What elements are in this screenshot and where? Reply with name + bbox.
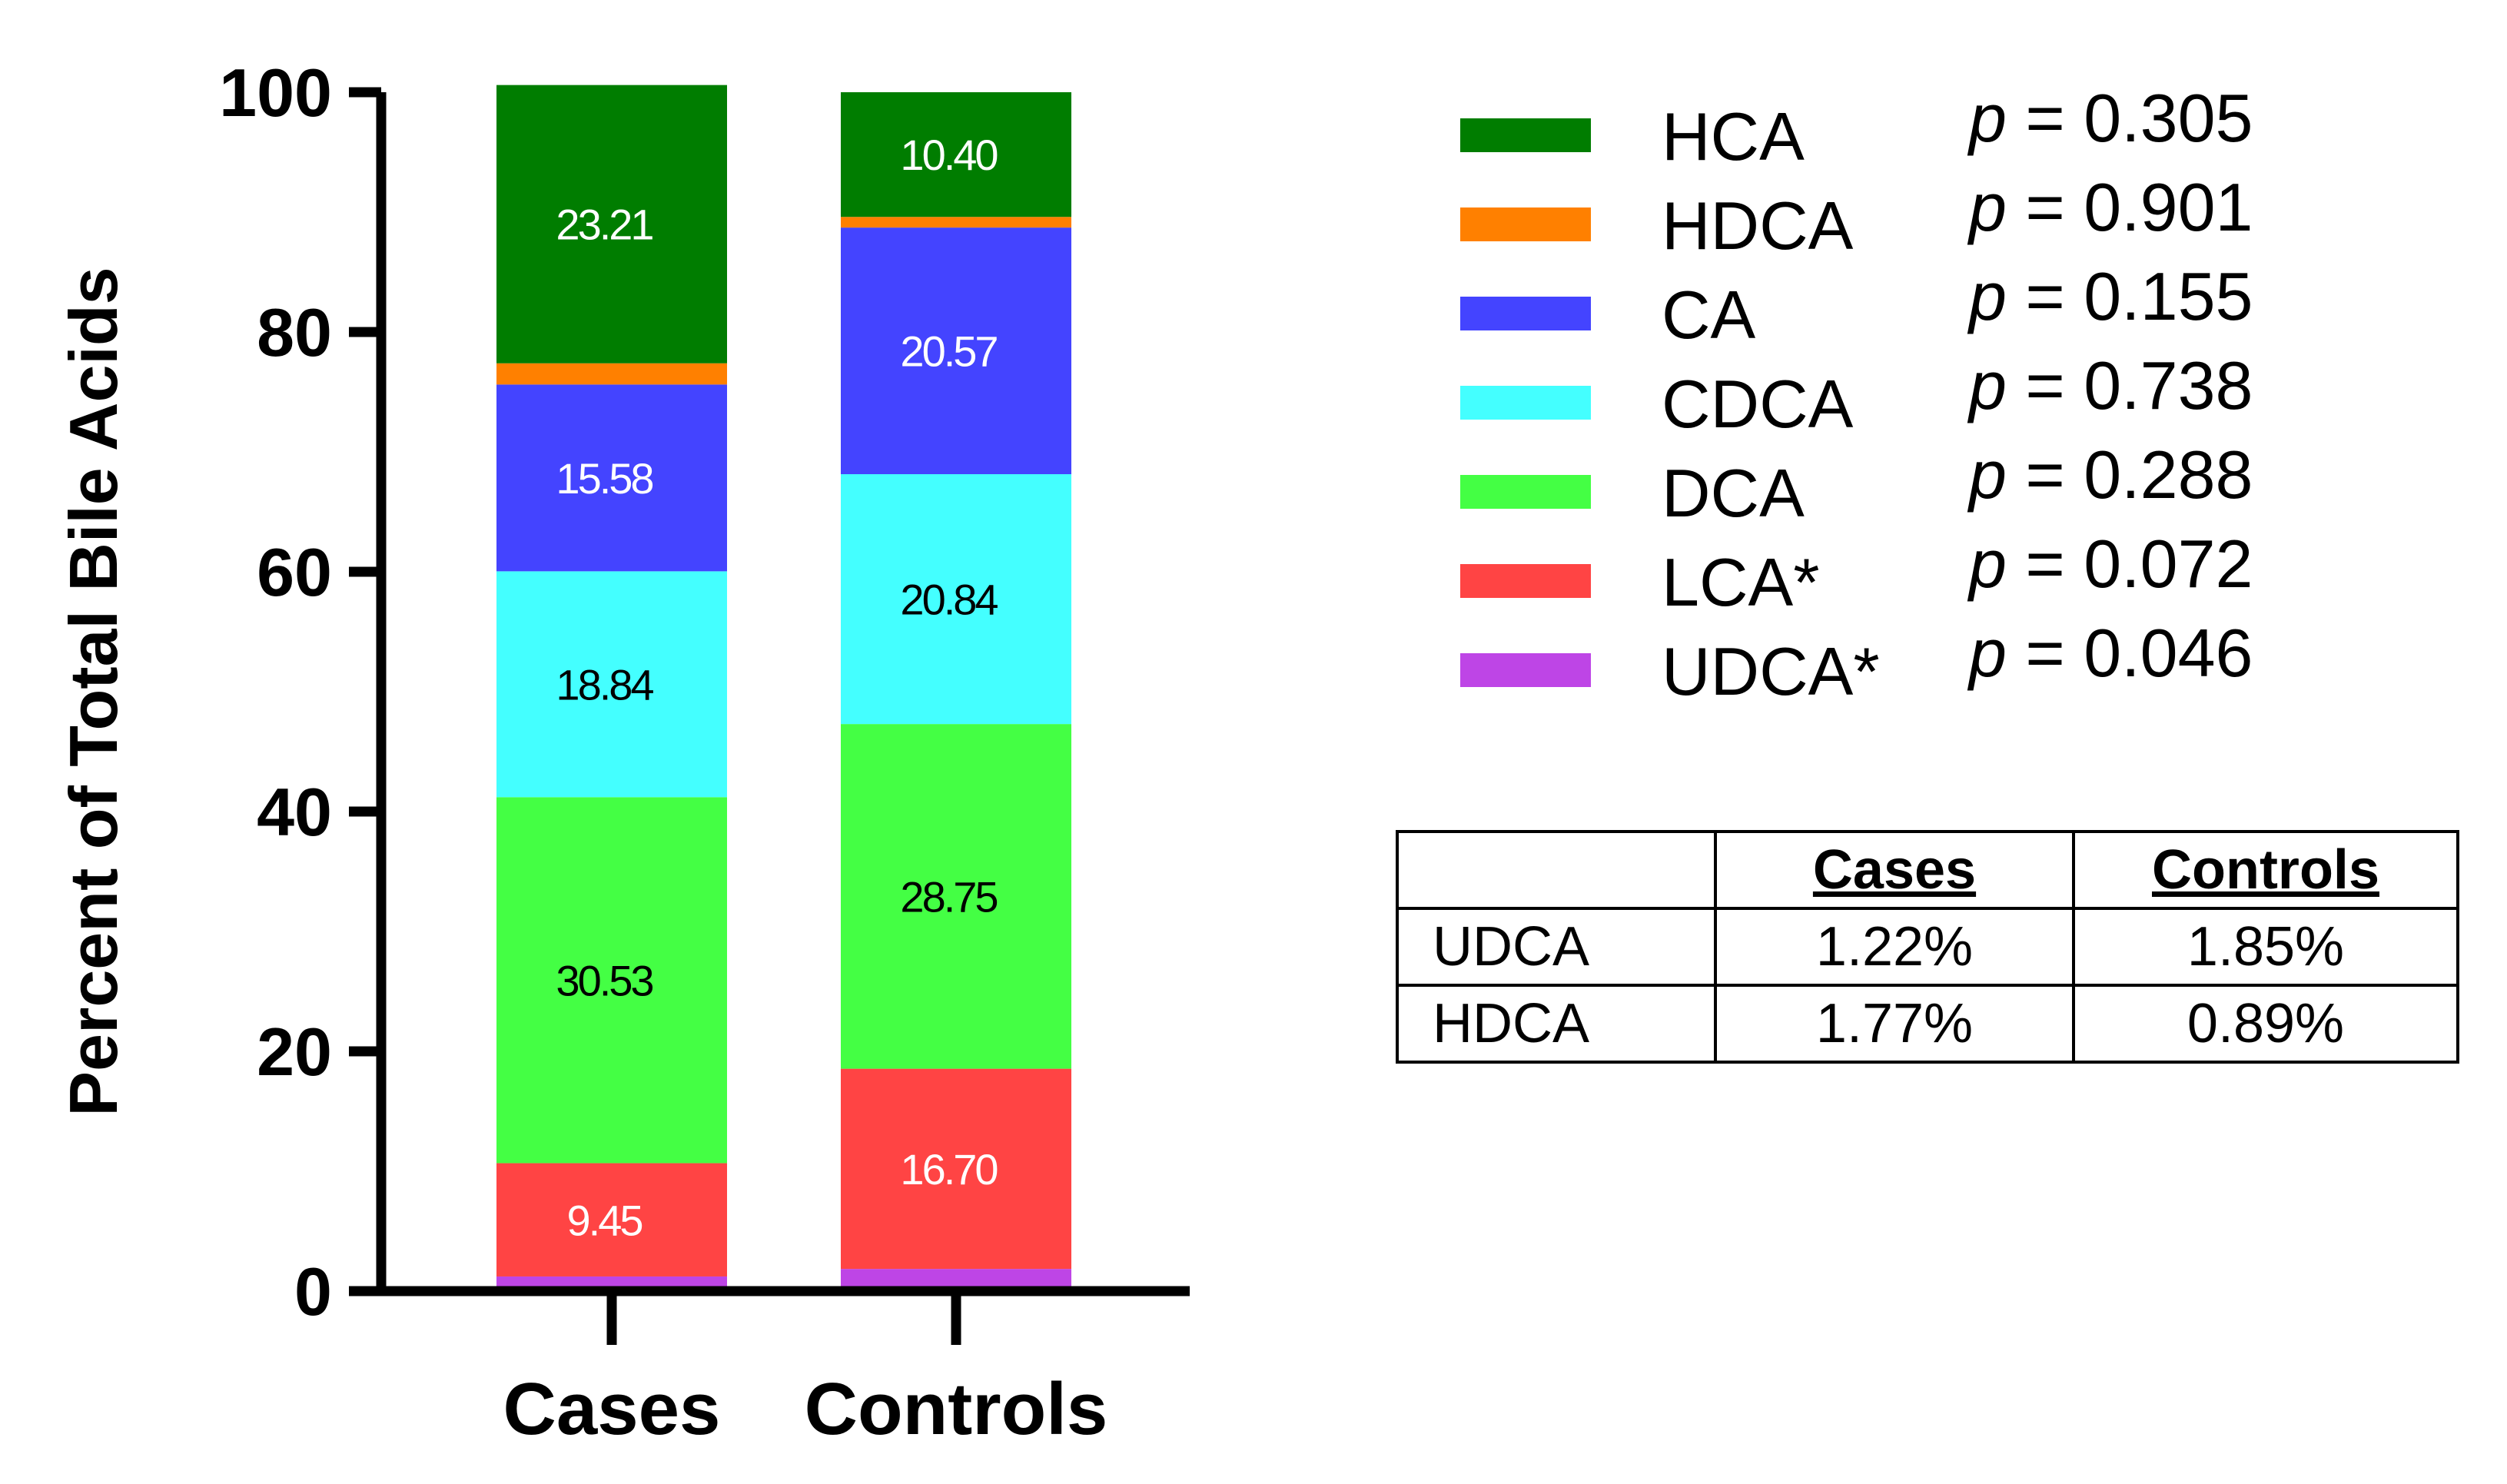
table-row: UDCA 1.22% 1.85% [1396,907,2459,987]
bar-segment-controls-hca [841,92,1071,217]
data-label-controls-hca: 10.40 [900,131,997,179]
legend-pvalue-hdca: p = 0.901 [1967,169,2253,245]
legend-swatch-dca [1460,475,1591,509]
data-label-controls-dca: 28.75 [900,872,997,921]
legend-swatch-hca [1460,118,1591,152]
table-header-cases: Cases [1714,830,2075,910]
table-cell-hdca-name: HDCA [1396,984,1717,1064]
data-label-cases-ca: 15.58 [556,454,652,503]
legend-pvalue-lca: p = 0.072 [1967,526,2253,602]
bar-segment-cases-cdca [496,571,727,798]
legend-label-hdca: HDCA [1662,188,1854,264]
bar-segment-cases-lca [496,1163,727,1277]
axes-group: 0 20 40 60 80 100 Cases Controls Percent of Tota… [55,55,1190,1450]
table-cell-udca-name: UDCA [1396,907,1717,987]
bar-segment-controls-hdca [841,217,1071,228]
y-tick-label-0: 0 [294,1253,332,1330]
summary-table: Cases Controls UDCA 1.22% 1.85% HDCA 1.7… [1396,830,2459,1064]
bar-segment-controls-dca [841,724,1071,1069]
data-label-controls-cdca: 20.84 [900,576,998,624]
bar-segment-controls-cdca [841,474,1071,725]
legend-group: HCA p = 0.305 HDCA p = 0.901 CA p = 0.155 CDCA… [1460,80,2253,709]
bar-segment-cases-hdca [496,363,727,385]
table-cell-udca-cases: 1.22% [1714,907,2075,987]
legend-swatch-ca [1460,297,1591,330]
table-row: HDCA 1.77% 0.89% [1396,984,2459,1064]
data-label-cases-dca: 30.53 [556,956,652,1004]
table-header-row: Cases Controls [1396,830,2459,910]
table-cell-hdca-cases: 1.77% [1714,984,2075,1064]
legend-pvalue-udca: p = 0.046 [1967,615,2253,691]
bar-segment-cases-ca [496,384,727,572]
legend-label-dca: DCA [1662,455,1805,531]
bar-segment-cases-dca [496,797,727,1164]
legend-label-hca: HCA [1662,98,1805,174]
x-tick-label-cases: Cases [503,1368,721,1450]
data-label-cases-lca: 9.45 [567,1196,643,1244]
x-tick-label-controls: Controls [805,1368,1108,1450]
legend-label-ca: CA [1662,277,1756,353]
legend-pvalue-hca: p = 0.305 [1967,80,2253,156]
data-label-cases-hca: 23.21 [556,201,652,249]
legend-pvalue-ca: p = 0.155 [1967,258,2253,334]
bar-segment-controls-ca [841,227,1071,475]
table-header-empty [1396,830,1717,910]
legend-swatch-hdca [1460,207,1591,241]
table-cell-udca-controls: 1.85% [2072,907,2459,987]
bar-segment-cases-hca [496,85,727,364]
data-label-controls-ca: 20.57 [900,327,997,376]
data-label-cases-cdca: 18.84 [556,660,653,709]
legend-label-udca: UDCA* [1662,633,1880,709]
table-cell-hdca-controls: 0.89% [2072,984,2459,1064]
y-tick-label-60: 60 [257,534,332,610]
y-tick-label-40: 40 [257,774,332,850]
legend-swatch-cdca [1460,386,1591,420]
data-label-controls-lca: 16.70 [900,1145,997,1194]
y-axis-title: Percent of Total Bile Acids [55,267,131,1116]
legend-label-lca: LCA* [1662,544,1819,620]
legend-label-cdca: CDCA [1662,366,1854,442]
legend-swatch-lca [1460,564,1591,598]
table-header-controls: Controls [2072,830,2459,910]
bar-segment-controls-lca [841,1068,1071,1270]
y-tick-label-20: 20 [257,1014,332,1090]
legend-pvalue-dca: p = 0.288 [1967,437,2253,513]
bars-group: 9.45 30.53 18.84 15.58 23.21 16.70 28.75 20.84 2… [496,85,1071,1291]
y-tick-label-100: 100 [219,55,332,131]
y-tick-label-80: 80 [257,294,332,370]
legend-swatch-udca [1460,653,1591,687]
legend-pvalue-cdca: p = 0.738 [1967,347,2253,423]
